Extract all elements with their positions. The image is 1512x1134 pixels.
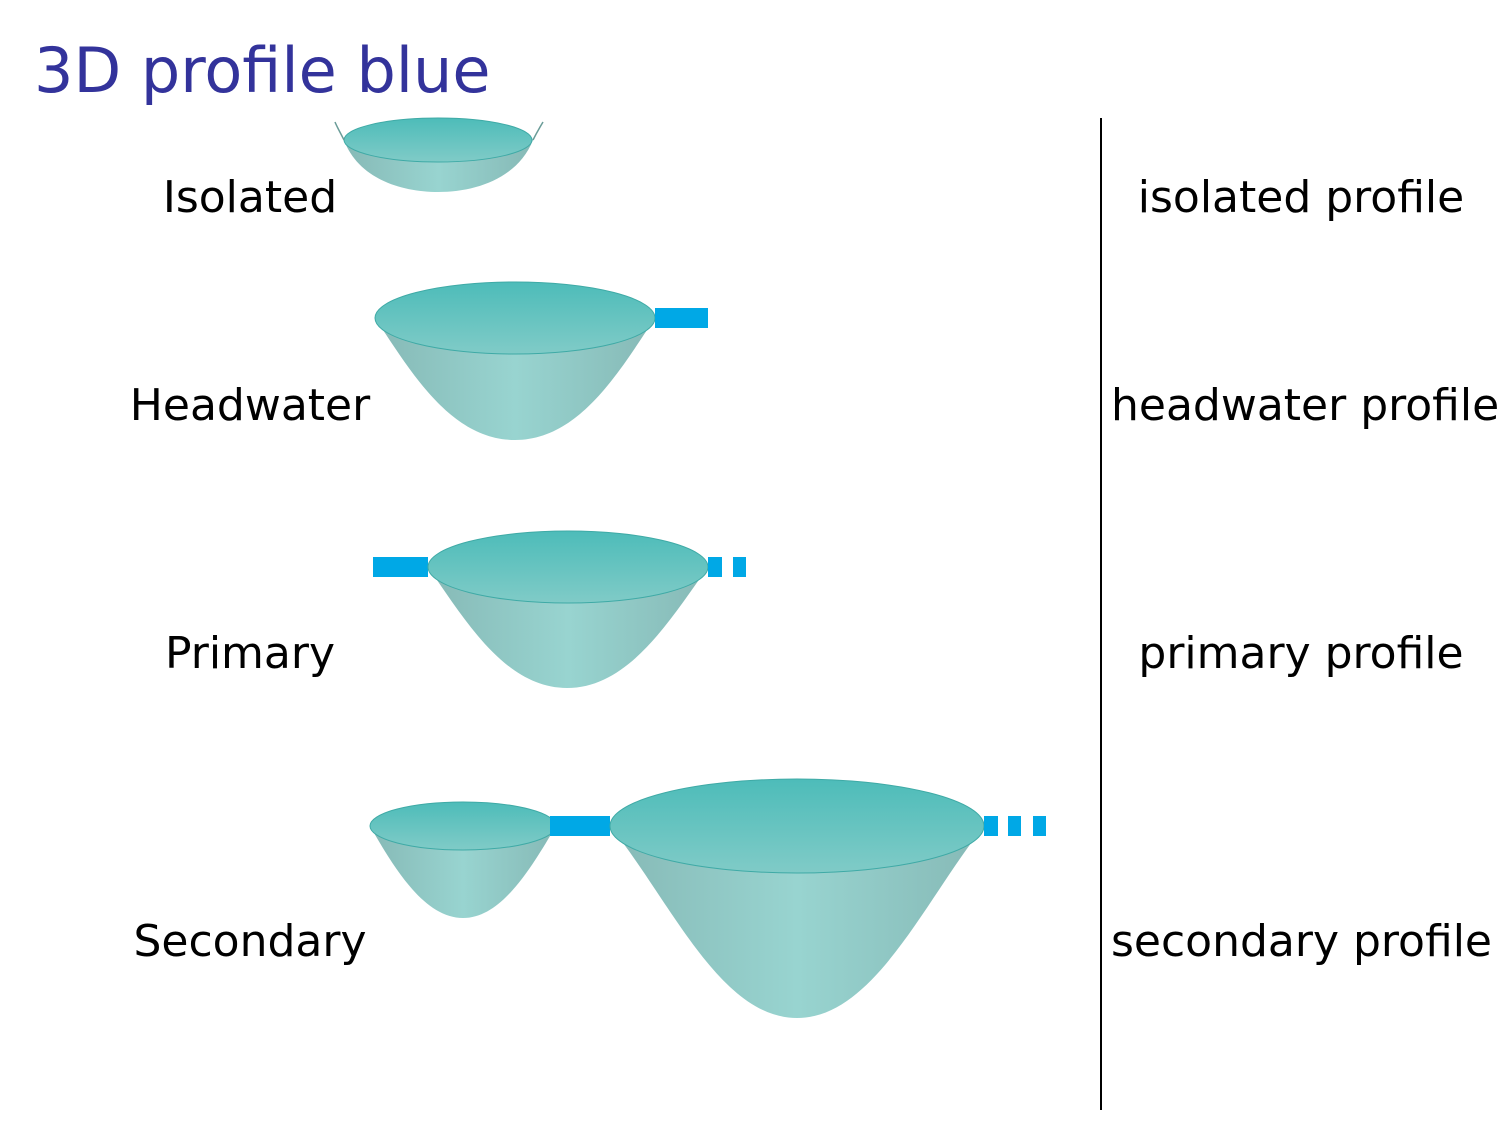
secondary-large-bowl: [610, 826, 984, 1018]
headwater-outlet-connector: [655, 308, 708, 328]
row-label-headwater: Headwater: [129, 380, 371, 431]
isolated-rim-left: [334, 121, 345, 141]
isolated-rim-right: [532, 121, 544, 141]
profile-label-primary: primary profile: [1138, 628, 1464, 679]
secondary-depression: [369, 778, 1046, 1018]
isolated-water-surface: [343, 117, 533, 163]
secondary-small-water-surface: [369, 801, 557, 851]
row-label-isolated: Isolated: [162, 172, 338, 223]
primary-outlet-dash-1: [708, 557, 722, 577]
secondary-small-bowl: [370, 826, 556, 918]
secondary-outlet-dash-3: [1033, 816, 1046, 836]
isolated-depression: [334, 117, 544, 192]
headwater-water-surface: [374, 281, 656, 355]
vertical-divider: [1100, 118, 1102, 1110]
row-label-secondary: Secondary: [133, 916, 367, 967]
headwater-depression: [374, 281, 708, 440]
secondary-outlet-dash-1: [984, 816, 998, 836]
primary-depression: [373, 530, 746, 688]
row-label-primary: Primary: [164, 628, 336, 679]
secondary-link-connector: [550, 816, 610, 836]
profile-label-headwater: headwater profile: [1111, 380, 1500, 431]
primary-water-surface: [427, 530, 709, 604]
profile-label-isolated: isolated profile: [1137, 172, 1465, 223]
primary-inlet-connector: [373, 557, 428, 577]
primary-outlet-dash-2: [733, 557, 746, 577]
profile-label-secondary: secondary profile: [1111, 916, 1492, 967]
slide-title: 3D profile blue: [34, 34, 491, 107]
secondary-large-water-surface: [609, 778, 985, 874]
secondary-outlet-dash-2: [1008, 816, 1021, 836]
